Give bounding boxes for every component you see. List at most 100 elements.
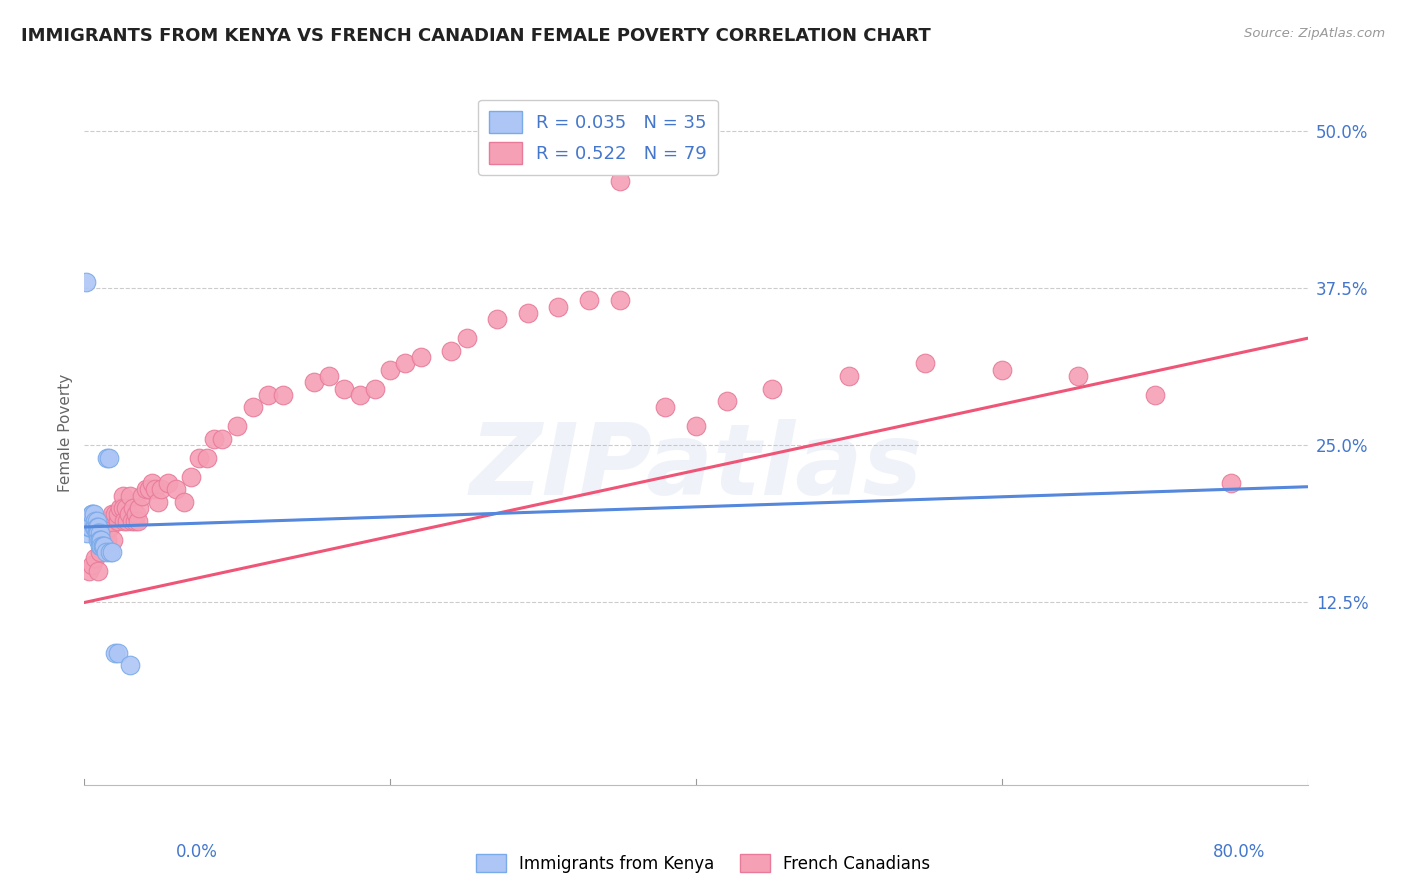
Point [128, 501, 150, 516]
Point [108, 501, 131, 516]
Point [75, 275, 97, 289]
Point [349, 388, 371, 402]
Point [104, 646, 127, 660]
Point [94, 514, 117, 528]
Point [135, 482, 157, 496]
Point [90, 533, 112, 547]
Point [89, 545, 111, 559]
Point [609, 293, 631, 308]
Point [122, 501, 145, 516]
Point [91, 514, 114, 528]
Point [1067, 369, 1090, 384]
Point [685, 419, 707, 434]
Point [149, 482, 172, 496]
Point [101, 545, 124, 559]
Point [143, 482, 166, 496]
Point [120, 658, 142, 673]
Point [609, 174, 631, 188]
Point [101, 508, 124, 522]
Point [124, 514, 146, 528]
Point [87, 564, 110, 578]
Point [94, 545, 117, 559]
Point [83, 520, 105, 534]
Point [838, 369, 860, 384]
Point [578, 293, 600, 308]
Point [271, 388, 294, 402]
Point [141, 475, 163, 490]
Point [333, 382, 356, 396]
Point [131, 489, 153, 503]
Point [87, 526, 110, 541]
Point [121, 514, 143, 528]
Point [195, 450, 218, 465]
Point [1143, 388, 1166, 402]
Point [89, 533, 111, 547]
Point [456, 331, 478, 345]
Point [914, 356, 936, 370]
Point [86, 526, 108, 541]
Point [138, 482, 160, 496]
Point [380, 362, 402, 376]
Point [80, 508, 103, 522]
Text: IMMIGRANTS FROM KENYA VS FRENCH CANADIAN FEMALE POVERTY CORRELATION CHART: IMMIGRANTS FROM KENYA VS FRENCH CANADIAN… [21, 27, 931, 45]
Point [107, 508, 129, 522]
Point [211, 432, 233, 446]
Point [77, 520, 100, 534]
Point [991, 362, 1014, 376]
Point [80, 508, 103, 522]
Point [112, 514, 135, 528]
Point [202, 432, 225, 446]
Point [83, 508, 105, 522]
Point [90, 539, 112, 553]
Point [111, 501, 134, 516]
Point [120, 489, 142, 503]
Point [84, 520, 107, 534]
Point [97, 450, 120, 465]
Point [84, 514, 107, 528]
Point [86, 514, 108, 528]
Point [188, 450, 211, 465]
Point [157, 475, 180, 490]
Point [98, 545, 121, 559]
Point [173, 495, 195, 509]
Point [257, 388, 280, 402]
Point [118, 508, 141, 522]
Point [761, 382, 783, 396]
Point [547, 300, 569, 314]
Point [409, 350, 432, 364]
Point [96, 533, 118, 547]
Point [89, 533, 111, 547]
Point [76, 526, 98, 541]
Point [77, 564, 100, 578]
Point [107, 646, 129, 660]
Point [89, 533, 111, 547]
Y-axis label: Female Poverty: Female Poverty [58, 374, 73, 491]
Point [87, 526, 110, 541]
Point [318, 369, 340, 384]
Point [96, 450, 118, 465]
Point [302, 376, 325, 390]
Point [79, 520, 101, 534]
Point [242, 401, 264, 415]
Point [84, 551, 107, 566]
Point [91, 539, 114, 553]
Text: 0.0%: 0.0% [176, 843, 218, 861]
Point [654, 401, 676, 415]
Text: ZIPatlas: ZIPatlas [470, 419, 922, 516]
Point [165, 482, 187, 496]
Point [107, 514, 129, 528]
Point [93, 539, 115, 553]
Point [1220, 475, 1243, 490]
Point [226, 419, 249, 434]
Point [127, 514, 149, 528]
Point [440, 343, 463, 358]
Point [97, 514, 120, 528]
Point [87, 533, 110, 547]
Point [103, 533, 125, 547]
Point [114, 501, 136, 516]
Text: Source: ZipAtlas.com: Source: ZipAtlas.com [1244, 27, 1385, 40]
Point [98, 520, 121, 534]
Point [91, 539, 114, 553]
Point [90, 533, 112, 547]
Point [180, 469, 202, 483]
